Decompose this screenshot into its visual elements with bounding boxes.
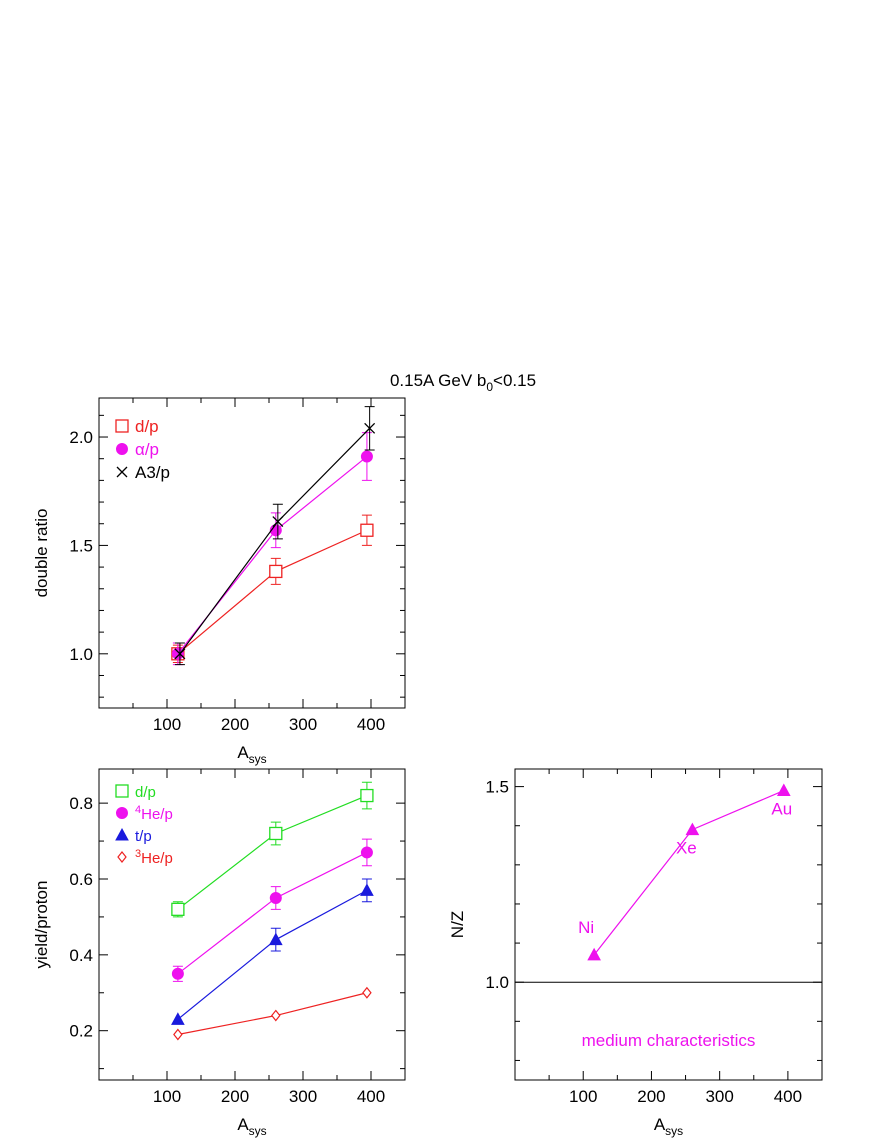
series-line (177, 456, 368, 655)
x-tick-label: 100 (153, 1087, 181, 1106)
legend-marker (116, 807, 128, 819)
x-axis-label: Asys (237, 1115, 266, 1138)
series-line (177, 794, 368, 910)
data-point (360, 883, 374, 896)
data-point (364, 422, 376, 434)
legend-label-sup: 4 (135, 804, 141, 816)
legend-label: α/p (135, 440, 159, 459)
y-tick-label: 0.6 (69, 870, 93, 889)
y-tick-label: 0.2 (69, 1022, 93, 1041)
data-point (171, 902, 185, 916)
yield-proton-chart: 100 200 300 400 0.2 0.4 0.6 0.8 Asys yield/proton… (32, 768, 406, 1138)
data-point (173, 1028, 183, 1041)
legend-label: 4He/p (135, 804, 173, 823)
y-tick-label: 0.4 (69, 946, 93, 965)
y-tick-label: 2.0 (69, 428, 93, 447)
x-axis-label-main: A (237, 743, 249, 762)
data-point (272, 516, 284, 528)
data-point (269, 891, 282, 904)
data-point (360, 523, 374, 537)
x-tick-label: 200 (637, 1087, 665, 1106)
data-point (269, 564, 283, 579)
x-tick-label: 200 (221, 1087, 249, 1106)
point-label: Xe (676, 839, 697, 858)
annotation-text: medium characteristics (582, 1031, 756, 1050)
plot-frame (98, 768, 406, 1081)
series-line (177, 992, 368, 1036)
data-point (269, 826, 283, 841)
data-point (271, 1009, 281, 1022)
legend-label-main: He/p (141, 806, 173, 823)
x-axis-label-sub: sys (249, 752, 267, 766)
data-point (360, 788, 374, 803)
x-tick-label: 100 (153, 715, 181, 734)
x-tick-label: 300 (289, 715, 317, 734)
legend-label: d/p (135, 784, 156, 801)
legend-label: d/p (135, 417, 159, 436)
figure-title-tail: <0.15 (493, 371, 536, 390)
x-tick-label: 400 (357, 1087, 385, 1106)
data-point (171, 967, 184, 980)
figure-title: 0.15A GeV b0<0.15 (390, 371, 536, 394)
legend-label-main: He/p (141, 850, 173, 867)
legend-marker (115, 784, 129, 798)
data-point (174, 648, 186, 660)
n-over-z-chart: 100 200 300 400 1.0 1.5 Asys N/Z Ni Xe Au medium ch… (448, 768, 823, 1138)
series-line (177, 851, 368, 975)
series-line (177, 529, 368, 655)
point-label: Ni (578, 918, 594, 937)
x-axis-label-sub: sys (665, 1124, 683, 1138)
plot-frame (98, 397, 406, 709)
x-tick-label: 400 (774, 1087, 802, 1106)
data-point (360, 450, 373, 463)
legend-label: 3He/p (135, 848, 173, 867)
legend-marker (115, 827, 129, 841)
data-point (360, 846, 373, 859)
x-axis-label-main: A (237, 1115, 249, 1134)
data-point (685, 822, 700, 836)
y-tick-label: 1.5 (69, 536, 93, 555)
legend-marker (116, 443, 128, 455)
legend-marker (117, 851, 127, 863)
y-tick-label: 1.5 (485, 778, 509, 797)
figure-title-sub: 0 (486, 380, 493, 394)
legend-label: A3/p (135, 463, 170, 482)
double-ratio-chart: 100 200 300 400 1.0 1.5 2.0 Asys double ratio d/p… (32, 397, 406, 766)
x-axis-label: Asys (654, 1115, 683, 1138)
series-line (179, 427, 371, 655)
data-point (362, 986, 372, 999)
legend-marker (115, 419, 129, 433)
data-point (776, 783, 791, 797)
data-point (171, 1012, 185, 1025)
figure-title-main: 0.15A GeV b (390, 371, 486, 390)
y-tick-label: 1.0 (485, 973, 509, 992)
x-tick-label: 100 (569, 1087, 597, 1106)
y-axis-label: N/Z (448, 911, 467, 938)
y-axis-label: double ratio (32, 509, 51, 598)
x-axis-label: Asys (237, 743, 266, 766)
x-tick-label: 400 (357, 715, 385, 734)
plot-frame (514, 768, 823, 1081)
series-line (593, 789, 785, 956)
x-tick-label: 200 (221, 715, 249, 734)
x-tick-label: 300 (705, 1087, 733, 1106)
legend-label-sup: 3 (135, 848, 141, 860)
legend-marker (116, 466, 128, 478)
x-axis-label-main: A (654, 1115, 666, 1134)
data-point (587, 947, 601, 961)
x-axis-label-sub: sys (249, 1124, 267, 1138)
y-axis-label: yield/proton (32, 881, 51, 969)
y-tick-label: 0.8 (69, 794, 93, 813)
x-tick-label: 300 (289, 1087, 317, 1106)
legend-label: t/p (135, 828, 152, 845)
y-tick-label: 1.0 (69, 645, 93, 664)
data-point (171, 647, 184, 660)
point-label: Au (771, 800, 792, 819)
data-point (268, 932, 283, 946)
